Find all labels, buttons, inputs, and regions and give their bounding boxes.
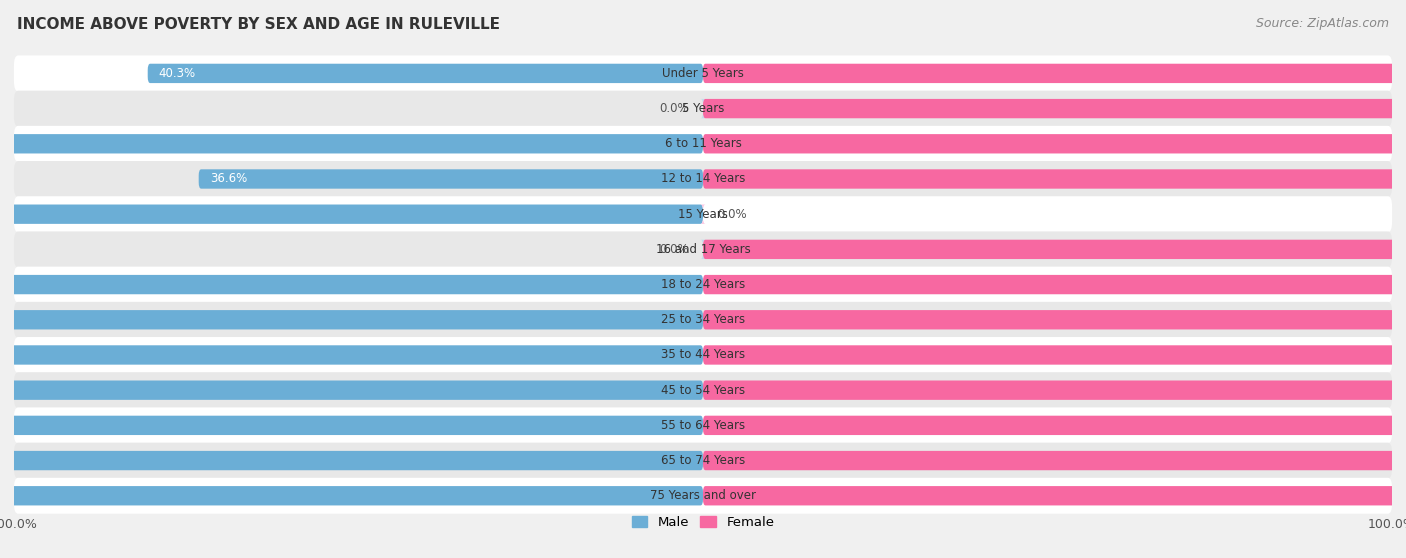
- FancyBboxPatch shape: [703, 486, 1406, 506]
- Text: 75 Years and over: 75 Years and over: [650, 489, 756, 502]
- FancyBboxPatch shape: [0, 381, 703, 400]
- FancyBboxPatch shape: [700, 240, 706, 259]
- FancyBboxPatch shape: [14, 478, 1392, 514]
- FancyBboxPatch shape: [14, 337, 1392, 373]
- Text: 18 to 24 Years: 18 to 24 Years: [661, 278, 745, 291]
- Text: 25 to 34 Years: 25 to 34 Years: [661, 313, 745, 326]
- FancyBboxPatch shape: [14, 55, 1392, 92]
- FancyBboxPatch shape: [703, 381, 1406, 400]
- FancyBboxPatch shape: [703, 134, 1406, 153]
- FancyBboxPatch shape: [148, 64, 703, 83]
- FancyBboxPatch shape: [703, 451, 1406, 470]
- FancyBboxPatch shape: [0, 486, 703, 506]
- Text: 45 to 54 Years: 45 to 54 Years: [661, 384, 745, 397]
- FancyBboxPatch shape: [703, 169, 1406, 189]
- Text: 15 Years: 15 Years: [678, 208, 728, 220]
- Text: 6 to 11 Years: 6 to 11 Years: [665, 137, 741, 150]
- FancyBboxPatch shape: [703, 99, 1406, 118]
- Text: 36.6%: 36.6%: [209, 172, 247, 185]
- FancyBboxPatch shape: [0, 310, 703, 329]
- Text: 55 to 64 Years: 55 to 64 Years: [661, 419, 745, 432]
- FancyBboxPatch shape: [14, 126, 1392, 162]
- FancyBboxPatch shape: [703, 240, 1406, 259]
- Text: 12 to 14 Years: 12 to 14 Years: [661, 172, 745, 185]
- FancyBboxPatch shape: [0, 205, 703, 224]
- FancyBboxPatch shape: [703, 64, 1406, 83]
- Text: 35 to 44 Years: 35 to 44 Years: [661, 349, 745, 362]
- FancyBboxPatch shape: [703, 416, 1406, 435]
- Text: 65 to 74 Years: 65 to 74 Years: [661, 454, 745, 467]
- FancyBboxPatch shape: [198, 169, 703, 189]
- FancyBboxPatch shape: [14, 302, 1392, 338]
- Text: Source: ZipAtlas.com: Source: ZipAtlas.com: [1256, 17, 1389, 30]
- FancyBboxPatch shape: [14, 267, 1392, 302]
- FancyBboxPatch shape: [14, 407, 1392, 443]
- FancyBboxPatch shape: [14, 442, 1392, 479]
- Text: 16 and 17 Years: 16 and 17 Years: [655, 243, 751, 256]
- Text: 40.3%: 40.3%: [159, 67, 195, 80]
- Text: 5 Years: 5 Years: [682, 102, 724, 115]
- FancyBboxPatch shape: [703, 310, 1406, 329]
- Text: 0.0%: 0.0%: [659, 102, 689, 115]
- FancyBboxPatch shape: [703, 275, 1406, 294]
- Legend: Male, Female: Male, Female: [626, 511, 780, 534]
- FancyBboxPatch shape: [0, 275, 703, 294]
- FancyBboxPatch shape: [703, 345, 1406, 365]
- FancyBboxPatch shape: [0, 345, 703, 365]
- Text: 0.0%: 0.0%: [717, 208, 747, 220]
- FancyBboxPatch shape: [700, 205, 706, 224]
- FancyBboxPatch shape: [14, 161, 1392, 197]
- FancyBboxPatch shape: [0, 134, 703, 153]
- Text: Under 5 Years: Under 5 Years: [662, 67, 744, 80]
- FancyBboxPatch shape: [14, 196, 1392, 232]
- FancyBboxPatch shape: [14, 232, 1392, 267]
- FancyBboxPatch shape: [700, 99, 706, 118]
- FancyBboxPatch shape: [0, 451, 703, 470]
- FancyBboxPatch shape: [14, 372, 1392, 408]
- Text: INCOME ABOVE POVERTY BY SEX AND AGE IN RULEVILLE: INCOME ABOVE POVERTY BY SEX AND AGE IN R…: [17, 17, 501, 32]
- Text: 0.0%: 0.0%: [659, 243, 689, 256]
- FancyBboxPatch shape: [0, 416, 703, 435]
- FancyBboxPatch shape: [14, 90, 1392, 127]
